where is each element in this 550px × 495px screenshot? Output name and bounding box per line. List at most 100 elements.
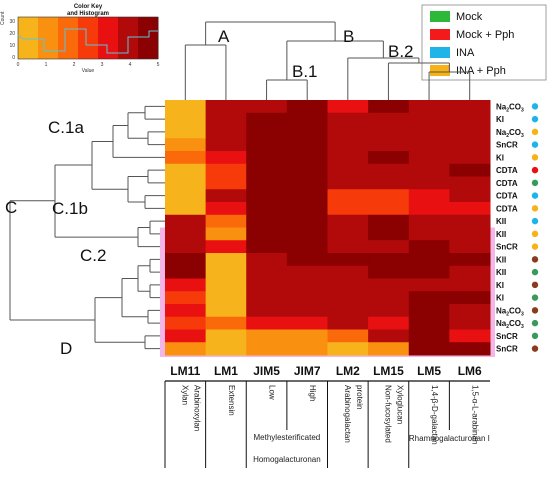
- row-label: CDTA: [496, 192, 518, 201]
- heatmap-cell: [286, 138, 328, 152]
- heatmap-cell: [368, 176, 410, 190]
- heatmap-cell: [205, 138, 247, 152]
- heatmap-cell: [246, 304, 288, 318]
- row-label: KI: [496, 294, 504, 303]
- column-description: protein: [355, 385, 364, 409]
- column-group-label: Rhamnogalacturonan I: [409, 434, 490, 443]
- row-labels: Na2CO3 KI Na2CO3 SnCR KI CDTA CDTA CDTA CDTA KII K…: [496, 102, 539, 354]
- heatmap-cell: [368, 240, 410, 254]
- row-dot: [531, 281, 539, 289]
- legend-label: INA: [456, 47, 475, 59]
- heatmap-cell: [327, 240, 369, 254]
- heatmap-cell: [246, 265, 288, 279]
- heatmap-cell: [165, 253, 207, 267]
- heatmap-cell: [449, 125, 491, 139]
- column-description: 1,4-β-D-galactan: [430, 385, 439, 445]
- heatmap-cell: [165, 227, 207, 241]
- heatmap-cell: [246, 291, 288, 305]
- heatmap-cell: [286, 342, 328, 356]
- color-key-histogram: [17, 28, 158, 54]
- row-label: KI: [496, 115, 504, 124]
- heatmap-cell: [205, 265, 247, 279]
- heatmap-cell: [205, 304, 247, 318]
- heatmap-cell: [449, 189, 491, 203]
- column-dendrogram: A B B.1 B.2: [184, 21, 471, 100]
- row-label: Na2CO3: [496, 102, 524, 113]
- heatmap-cell: [449, 265, 491, 279]
- column-label: LM6: [458, 364, 482, 378]
- heatmap-cell: [449, 316, 491, 330]
- row-label: KII: [496, 268, 506, 277]
- heatmap-cell: [408, 189, 450, 203]
- heatmap-cell: [327, 316, 369, 330]
- heatmap-cell: [408, 291, 450, 305]
- heatmap-cell: [165, 202, 207, 216]
- heatmap-cell: [246, 189, 288, 203]
- column-description: High: [308, 385, 317, 401]
- color-key-y-tick: 0: [12, 55, 15, 61]
- row-dot: [531, 332, 539, 340]
- row-label: Na2CO3: [496, 319, 524, 330]
- heatmap-cell: [408, 278, 450, 292]
- row-label: KII: [496, 230, 506, 239]
- row-dot: [531, 166, 539, 174]
- row-dot: [531, 345, 539, 352]
- heatmap-cell: [327, 278, 369, 292]
- branch-label-b1: B.1: [292, 62, 318, 81]
- heatmap-cell: [246, 163, 288, 177]
- heatmap-cell: [286, 316, 328, 330]
- heatmap-cell: [449, 342, 491, 356]
- row-label: SnCR: [496, 345, 518, 354]
- heatmap-cell: [246, 316, 288, 330]
- heatmap-cell: [368, 265, 410, 279]
- heatmap-cell: [246, 112, 288, 126]
- heatmap-cell: [327, 100, 369, 114]
- column-label: LM15: [373, 364, 404, 378]
- color-key-x-tick: 3: [101, 62, 104, 68]
- heatmap-cell: [327, 214, 369, 228]
- heatmap-cell: [327, 329, 369, 343]
- branch-label-c1b: C.1b: [52, 199, 88, 218]
- heatmap-cell: [368, 278, 410, 292]
- heatmap-cell: [246, 202, 288, 216]
- heatmap-cell: [246, 214, 288, 228]
- heatmap-cell: [368, 151, 410, 165]
- heatmap-cell: [246, 253, 288, 267]
- row-dot: [531, 103, 539, 110]
- heatmap-cell: [368, 214, 410, 228]
- heatmap-cell: [246, 138, 288, 152]
- row-dot: [531, 243, 539, 250]
- legend-swatch: [430, 29, 450, 40]
- heatmap-cell: [408, 176, 450, 190]
- heatmap-cell: [449, 112, 491, 126]
- heatmap-cell: [449, 240, 491, 254]
- heatmap-cell: [165, 329, 207, 343]
- column-description: Low: [268, 385, 277, 400]
- heatmap-cell: [205, 278, 247, 292]
- heatmap-cell: [205, 227, 247, 241]
- column-description: Arabinoxylan: [192, 385, 201, 431]
- heatmap-cell: [286, 176, 328, 190]
- row-dot: [531, 294, 539, 301]
- heatmap-cell: [205, 125, 247, 139]
- heatmap-cell: [286, 240, 328, 254]
- heatmap-cell: [327, 304, 369, 318]
- heatmap-cell: [327, 202, 369, 216]
- row-dot: [531, 154, 539, 161]
- legend-swatch: [430, 47, 450, 58]
- row-dot: [531, 268, 539, 276]
- heatmap-cell: [449, 163, 491, 177]
- heatmap-cell: [449, 278, 491, 292]
- column-description: Xylan: [180, 385, 189, 405]
- heatmap-cell: [286, 163, 328, 177]
- heatmap-cell: [368, 304, 410, 318]
- column-description: Xyloglucan: [395, 385, 404, 424]
- heatmap-cell: [327, 125, 369, 139]
- heatmap-cell: [246, 342, 288, 356]
- row-dot: [531, 307, 539, 314]
- heatmap-cell: [408, 100, 450, 114]
- heatmap-cell: [286, 291, 328, 305]
- row-label: KI: [496, 281, 504, 290]
- row-label: Na2CO3: [496, 128, 524, 139]
